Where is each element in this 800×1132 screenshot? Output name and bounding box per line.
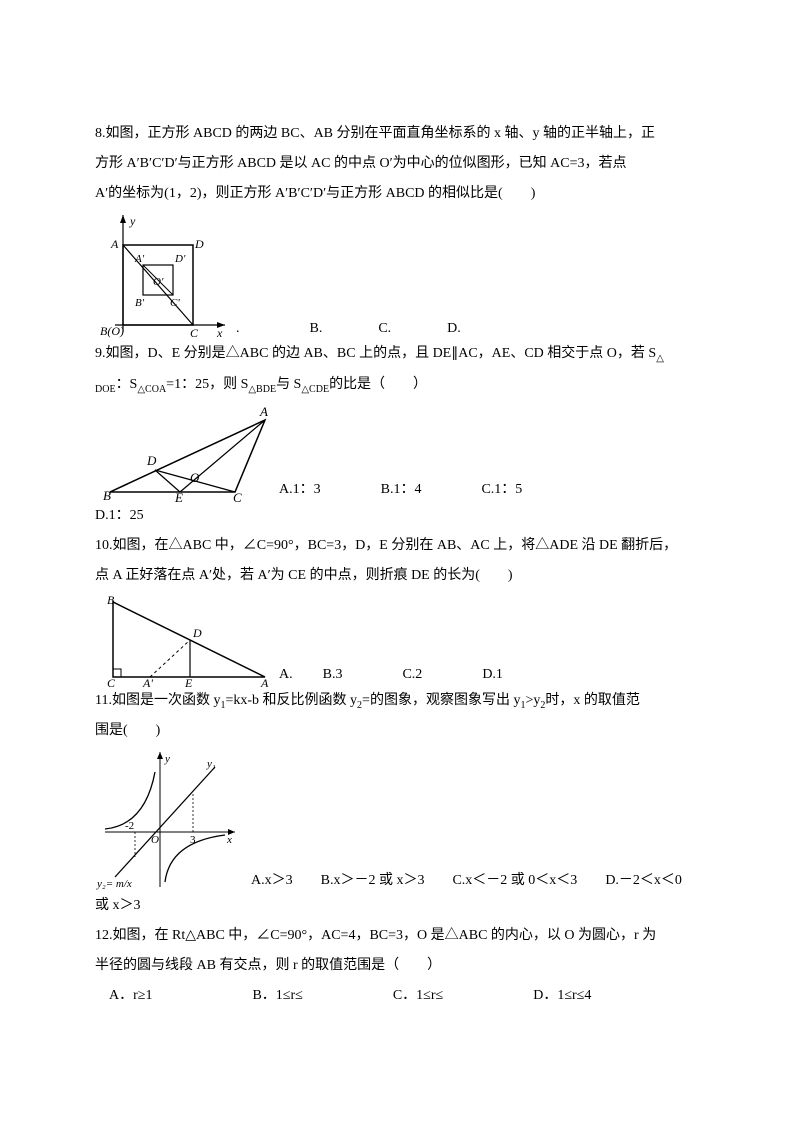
q11-figure: -2 3 O x y y₁ y₂= m/x	[95, 747, 245, 892]
q11-l1e: =的图象，观察图象写出 y	[362, 693, 520, 708]
q9-optD: D.1：25	[95, 502, 705, 530]
svg-text:O: O	[190, 470, 200, 485]
q9-figure: B E C A D O	[95, 402, 273, 502]
q8-figure-row: A D A' D' O' B' C' B(O) C x y . B. C. D.	[95, 210, 705, 340]
q9-sub-coa: △COA	[137, 384, 166, 395]
q12-optB: B．1≤r≤	[252, 988, 302, 1003]
svg-text:E: E	[184, 676, 193, 687]
q10-optC: C.2	[402, 667, 422, 682]
q10-options: A. B.3 C.2 D.1	[279, 664, 503, 686]
svg-text:A': A'	[134, 253, 145, 265]
svg-text:E: E	[174, 490, 183, 502]
svg-text:D: D	[192, 626, 202, 640]
svg-text:C: C	[107, 676, 116, 687]
q10-figure-row: C B A A' E D A. B.3 C.2 D.1	[95, 592, 705, 687]
q12-optD: D．1≤r≤4	[533, 988, 591, 1003]
q12-optC: C．1≤r≤	[393, 988, 443, 1003]
q12-options: A．r≥1 B．1≤r≤ C．1≤r≤ D．1≤r≤4	[95, 982, 705, 1010]
q9-line2: DOE：S△COA=1：25，则 S△BDE与 S△CDE的比是（ ）	[95, 371, 705, 400]
svg-text:B(O): B(O)	[100, 324, 124, 338]
q10-line1: 10.如图，在△ABC 中，∠C=90°，BC=3，D，E 分别在 AB、AC …	[95, 532, 705, 560]
svg-text:D': D'	[174, 253, 186, 265]
svg-text:A: A	[259, 404, 268, 419]
q11-l1i: 时，x 的取值范	[545, 693, 640, 708]
q8-line1: 8.如图，正方形 ABCD 的两边 BC、AB 分别在平面直角坐标系的 x 轴、…	[95, 120, 705, 148]
svg-text:C: C	[190, 326, 199, 340]
q8-line2: 方形 A′B′C′D′与正方形 ABCD 是以 AC 的中点 O′为中心的位似图…	[95, 150, 705, 178]
svg-text:y: y	[164, 753, 170, 765]
q9-options: A.1：3 B.1：4 C.1：5	[279, 479, 522, 501]
svg-text:O: O	[151, 834, 159, 846]
svg-text:-2: -2	[125, 820, 134, 832]
q11-figure-row: -2 3 O x y y₁ y₂= m/x A.x＞3 B.x＞－2 或 x＞3…	[95, 747, 705, 892]
q10-optB: B.3	[323, 667, 343, 682]
svg-text:x: x	[226, 834, 232, 846]
q9-sub-cde: △CDE	[301, 384, 329, 395]
q9-sub-tri-1: △	[656, 353, 664, 364]
svg-text:C': C'	[170, 297, 180, 309]
svg-text:O': O'	[153, 276, 164, 288]
q9-line1: 9.如图，D、E 分别是△ABC 的边 AB、BC 上的点，且 DE∥AC，AE…	[95, 340, 705, 369]
svg-text:A: A	[260, 676, 269, 687]
q11-l1a: 11.如图是一次函数 y	[95, 693, 220, 708]
q11-optA: A.x＞3	[251, 873, 293, 888]
svg-text:A: A	[110, 237, 119, 251]
q10-optD: D.1	[482, 667, 503, 682]
q11-l1g: >y	[525, 693, 540, 708]
svg-text:D: D	[194, 237, 204, 251]
q9-l2-3: 与 S	[276, 377, 301, 392]
q11-optC: C.x＜－2 或 0＜x＜3	[452, 873, 577, 888]
q9-optB: B.1：4	[381, 482, 422, 497]
svg-text:D: D	[146, 453, 157, 468]
svg-text:B: B	[103, 488, 111, 502]
q9-optA: A.1：3	[279, 482, 321, 497]
svg-text:B': B'	[135, 297, 145, 309]
svg-text:C: C	[233, 490, 242, 502]
q12-line2: 半径的圆与线段 AB 有交点，则 r 的取值范围是（ ）	[95, 952, 705, 980]
q9-l2-1: ：S	[116, 377, 138, 392]
q9-sub-bde: △BDE	[248, 384, 276, 395]
q11-l1c: =kx-b 和反比例函数 y	[225, 693, 357, 708]
q8-figure: A D A' D' O' B' C' B(O) C x y	[95, 210, 230, 340]
q9-line1-text: 9.如图，D、E 分别是△ABC 的边 AB、BC 上的点，且 DE∥AC，AE…	[95, 346, 656, 361]
q9-l2-4: 的比是（ ）	[329, 377, 427, 392]
svg-text:y₁: y₁	[206, 758, 216, 770]
q8-options: . B. C. D.	[236, 318, 461, 340]
q9-figure-row: B E C A D O A.1：3 B.1：4 C.1：5	[95, 402, 705, 502]
q10-line2: 点 A 正好落在点 A′处，若 A′为 CE 的中点，则折痕 DE 的长为( )	[95, 562, 705, 590]
q9-optC: C.1：5	[481, 482, 522, 497]
svg-text:B: B	[107, 593, 115, 607]
q11-line3: 或 x＞3	[95, 892, 705, 920]
q9-sub-doe: DOE	[95, 384, 116, 395]
svg-text:A': A'	[142, 676, 153, 687]
q8-line3: A′的坐标为(1，2)，则正方形 A′B′C′D′与正方形 ABCD 的相似比是…	[95, 180, 705, 208]
svg-text:y₂= m/x: y₂= m/x	[96, 878, 132, 890]
q11-optD: D.－2＜x＜0	[605, 873, 682, 888]
svg-text:3: 3	[190, 834, 196, 846]
q11-options: A.x＞3 B.x＞－2 或 x＞3 C.x＜－2 或 0＜x＜3 D.－2＜x…	[251, 870, 682, 892]
q10-optA: A.	[279, 667, 293, 682]
q11-line1: 11.如图是一次函数 y1=kx-b 和反比例函数 y2=的图象，观察图象写出 …	[95, 687, 705, 716]
svg-text:y: y	[129, 214, 136, 228]
q11-optB: B.x＞－2 或 x＞3	[321, 873, 425, 888]
svg-text:x: x	[216, 326, 223, 340]
q12-optA: A．r≥1	[109, 988, 152, 1003]
q9-l2-2: =1：25，则 S	[166, 377, 248, 392]
q10-figure: C B A A' E D	[95, 592, 273, 687]
q11-line2: 围是( )	[95, 717, 705, 745]
q12-line1: 12.如图，在 Rt△ABC 中，∠C=90°，AC=4，BC=3，O 是△AB…	[95, 922, 705, 950]
